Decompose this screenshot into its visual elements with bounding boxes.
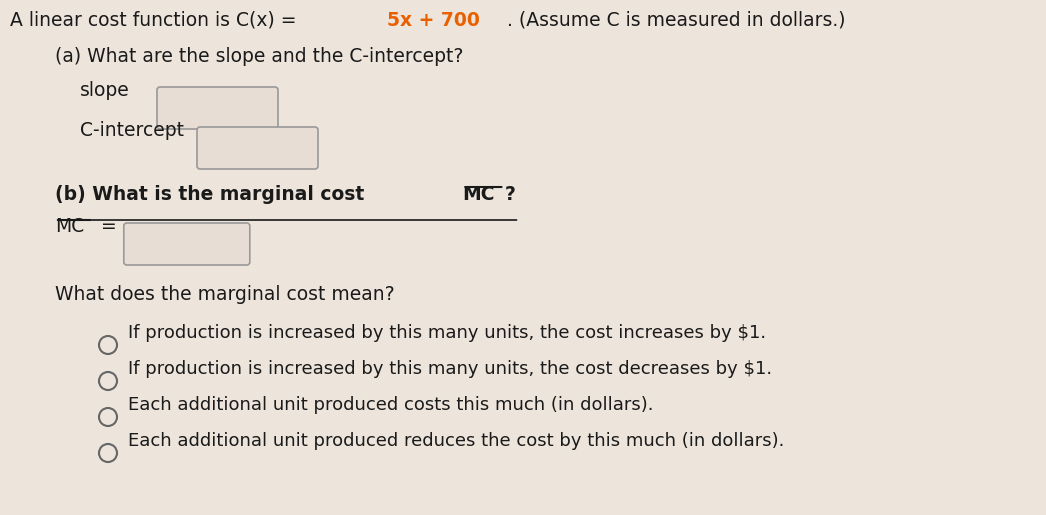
Circle shape [99, 336, 117, 354]
Text: What does the marginal cost mean?: What does the marginal cost mean? [55, 285, 394, 304]
Text: If production is increased by this many units, the cost decreases by $1.: If production is increased by this many … [128, 360, 772, 378]
Text: 5x + 700: 5x + 700 [387, 11, 480, 30]
FancyBboxPatch shape [157, 87, 278, 129]
Text: C-intercept: C-intercept [79, 121, 184, 140]
Text: (a) What are the slope and the C-intercept?: (a) What are the slope and the C-interce… [55, 47, 463, 66]
Text: Each additional unit produced costs this much (in dollars).: Each additional unit produced costs this… [128, 396, 654, 414]
Circle shape [99, 444, 117, 462]
Text: slope: slope [79, 81, 130, 100]
Text: MC: MC [462, 185, 495, 204]
Text: . (Assume C is measured in dollars.): . (Assume C is measured in dollars.) [507, 11, 846, 30]
Text: If production is increased by this many units, the cost increases by $1.: If production is increased by this many … [128, 324, 766, 342]
Text: Each additional unit produced reduces the cost by this much (in dollars).: Each additional unit produced reduces th… [128, 432, 784, 450]
Text: =: = [95, 217, 116, 236]
Circle shape [99, 372, 117, 390]
Text: MC: MC [55, 217, 85, 236]
FancyBboxPatch shape [123, 223, 250, 265]
Text: A linear cost function is C(x) =: A linear cost function is C(x) = [10, 11, 302, 30]
Text: (b) What is the marginal cost: (b) What is the marginal cost [55, 185, 370, 204]
Text: ?: ? [504, 185, 516, 204]
Circle shape [99, 408, 117, 426]
FancyBboxPatch shape [197, 127, 318, 169]
